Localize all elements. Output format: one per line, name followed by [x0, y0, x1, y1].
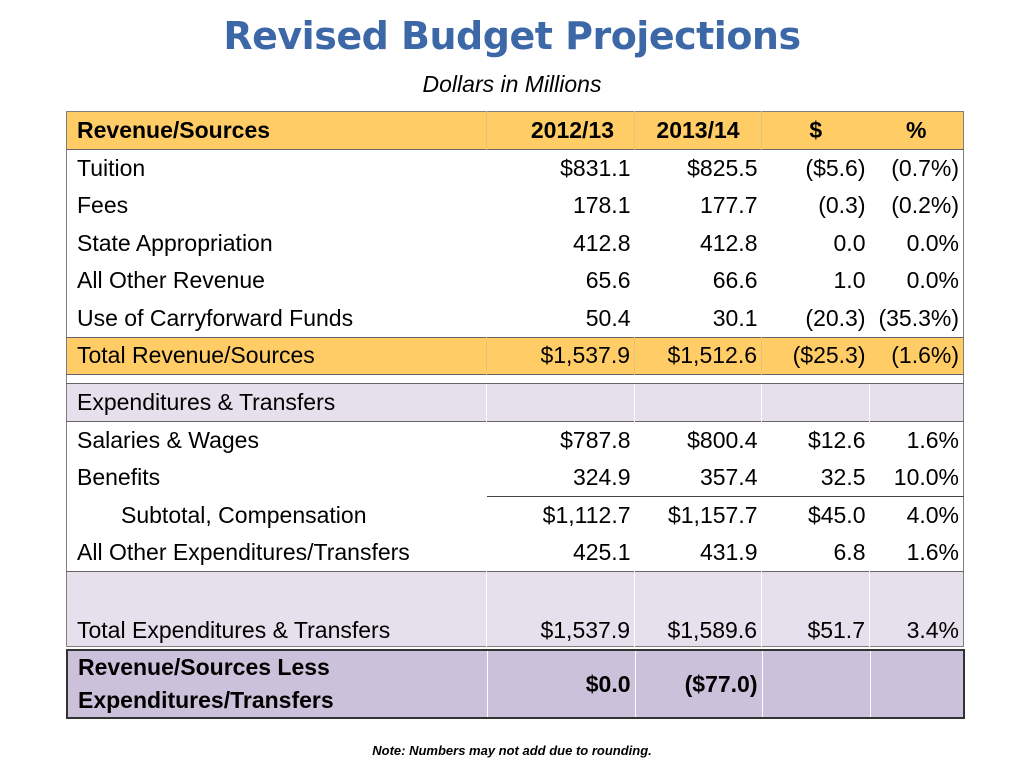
cell-2012-13: 412.8 [572, 229, 631, 256]
section-label: Expenditures & Transfers [77, 388, 336, 415]
cell-dollar-change: 1.0 [833, 267, 866, 294]
cell-2013-14: $800.4 [687, 426, 758, 453]
header-dollar-change: $ [761, 111, 870, 150]
cell-2013-14: 30.1 [712, 304, 758, 331]
net-label-line2: Expenditures/Transfers [78, 687, 334, 713]
cell-2013-14: $1,157.7 [634, 495, 762, 535]
row-label: All Other Revenue [77, 267, 265, 294]
cell-percent-change: 0.0% [906, 267, 959, 294]
net-label: Revenue/Sources Less Expenditures/Transf… [67, 650, 487, 718]
table-row: All Other Expenditures/Transfers 425.1 4… [67, 534, 964, 572]
expenditures-section-header: Expenditures & Transfers [66, 383, 964, 422]
net-label-line1: Revenue/Sources Less [78, 654, 330, 680]
cell-dollar-change: 6.8 [833, 539, 866, 566]
cell-2012-13: $1,537.9 [486, 337, 635, 375]
cell-dollar-change: 32.5 [820, 463, 866, 490]
cell-percent-change: 10.0% [893, 463, 959, 490]
rounding-note: Note: Numbers may not add due to roundin… [372, 743, 652, 758]
header-2012-13: 2012/13 [486, 111, 635, 150]
row-label: Subtotal, Compensation [121, 501, 367, 528]
cell-2013-14: 66.6 [712, 267, 758, 294]
row-label: Total Expenditures & Transfers [77, 617, 391, 644]
cell-2012-13: 425.1 [572, 539, 631, 566]
cell-percent-change: (35.3%) [878, 304, 959, 331]
table-row: Fees 178.1 177.7 (0.3) (0.2%) [67, 187, 964, 225]
cell-2013-14: $825.5 [687, 154, 758, 181]
row-label: All Other Expenditures/Transfers [77, 539, 410, 566]
table-header-row: Revenue/Sources 2012/13 2013/14 $ % [66, 111, 964, 150]
cell-percent-change: (1.6%) [891, 342, 959, 369]
row-label: State Appropriation [77, 229, 273, 256]
row-label: Tuition [77, 154, 146, 181]
row-label: Fees [77, 191, 129, 218]
slide-title: Revised Budget Projections [223, 14, 801, 58]
header-percent-change: % [906, 116, 927, 143]
cell-percent-change: 3.4% [869, 571, 964, 647]
cell-2012-13: 178.1 [572, 191, 631, 218]
cell-percent-change: (0.2%) [891, 191, 959, 218]
net-result-table: Revenue/Sources Less Expenditures/Transf… [66, 649, 965, 719]
row-label: Benefits [77, 464, 161, 491]
cell-2012-13: 50.4 [585, 304, 631, 331]
cell-dollar-change: $51.7 [761, 571, 870, 647]
cell-dollar-change: $45.0 [761, 495, 870, 535]
revenue-total-row: Total Revenue/Sources $1,537.9 $1,512.6 … [66, 337, 964, 375]
cell-percent-change: (0.7%) [891, 154, 959, 181]
cell-2012-13: 65.6 [585, 267, 631, 294]
cell-dollar-change: (0.3) [818, 191, 866, 218]
cell-2012-13: $0.0 [486, 650, 635, 718]
expenditure-total-row: Total Expenditures & Transfers $1,537.9 … [66, 571, 964, 647]
cell-dollar-change: 0.0 [833, 229, 866, 256]
table-row: State Appropriation 412.8 412.8 0.0 0.0% [67, 224, 964, 262]
cell-dollar-change: (20.3) [805, 304, 866, 331]
table-row: Salaries & Wages $787.8 $800.4 $12.6 1.6… [67, 421, 964, 459]
cell-percent-change: 4.0% [869, 495, 964, 535]
cell-2013-14: ($77.0) [634, 650, 762, 718]
cell-2012-13: $1,112.7 [486, 495, 635, 535]
cell-dollar-change: ($5.6) [805, 154, 866, 181]
header-label: Revenue/Sources [77, 116, 271, 143]
net-result-row: Revenue/Sources Less Expenditures/Transf… [67, 650, 964, 718]
cell-percent-change: 0.0% [906, 229, 959, 256]
table-row: Benefits 324.9 357.4 32.5 10.0% [67, 459, 964, 497]
row-label: Use of Carryforward Funds [77, 304, 354, 331]
cell-2013-14: $1,589.6 [634, 571, 762, 647]
cell-dollar-change: ($25.3) [761, 337, 870, 375]
cell-2013-14: 177.7 [699, 191, 758, 218]
cell-percent-change: 1.6% [906, 539, 959, 566]
cell-2012-13: $831.1 [560, 154, 631, 181]
cell-2013-14: 431.9 [699, 539, 758, 566]
budget-table: Revenue/Sources 2012/13 2013/14 $ % Tuit… [66, 111, 964, 648]
cell-2012-13: 324.9 [572, 463, 631, 490]
cell-2013-14: 412.8 [699, 229, 758, 256]
table-row: All Other Revenue 65.6 66.6 1.0 0.0% [67, 262, 964, 300]
table-row: Tuition $831.1 $825.5 ($5.6) (0.7%) [67, 149, 964, 187]
cell-percent-change: 1.6% [906, 426, 959, 453]
row-label: Total Revenue/Sources [77, 342, 315, 369]
subtotal-row: Subtotal, Compensation $1,112.7 $1,157.7… [67, 495, 964, 535]
section-spacer [66, 374, 964, 385]
table-row: Use of Carryforward Funds 50.4 30.1 (20.… [67, 299, 964, 337]
cell-2012-13: $1,537.9 [486, 571, 635, 647]
header-2013-14: 2013/14 [634, 111, 762, 150]
cell-dollar-change: $12.6 [807, 426, 866, 453]
row-label: Salaries & Wages [77, 426, 259, 453]
slide-subtitle: Dollars in Millions [422, 71, 602, 97]
cell-2013-14: $1,512.6 [634, 337, 762, 375]
cell-2012-13: $787.8 [560, 426, 631, 453]
cell-2013-14: 357.4 [699, 463, 758, 490]
